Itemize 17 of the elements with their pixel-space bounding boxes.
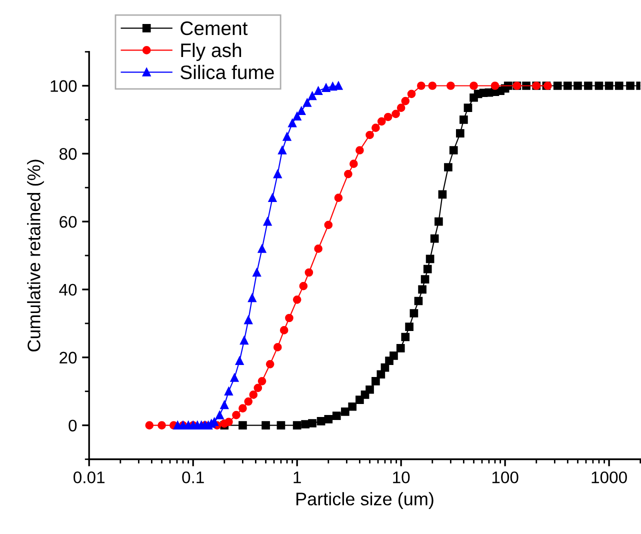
y-tick-label: 0 [68, 420, 77, 432]
x-tick-label: 10 [393, 471, 410, 484]
y-tick-label: 60 [60, 216, 77, 228]
y-tick-label: 20 [60, 352, 77, 364]
y-axis-title: Cumulative retained (%) [27, 160, 44, 352]
y-tick-label: 40 [59, 284, 77, 296]
legend-label: Cement [180, 21, 248, 36]
legend-label: Silica fume [180, 64, 274, 80]
x-tick-label: 100 [492, 471, 518, 484]
y-tick-label: 80 [59, 148, 77, 160]
x-tick-label: 1 [294, 472, 301, 484]
x-tick-label: 0.01 [74, 471, 105, 484]
legend-label: Fly ash [181, 42, 242, 62]
x-axis-title: Particle size (um) [296, 492, 434, 509]
y-tick-label: 100 [50, 80, 77, 92]
x-tick-label: 1000 [592, 471, 627, 484]
x-tick-label: 0.1 [182, 471, 204, 484]
